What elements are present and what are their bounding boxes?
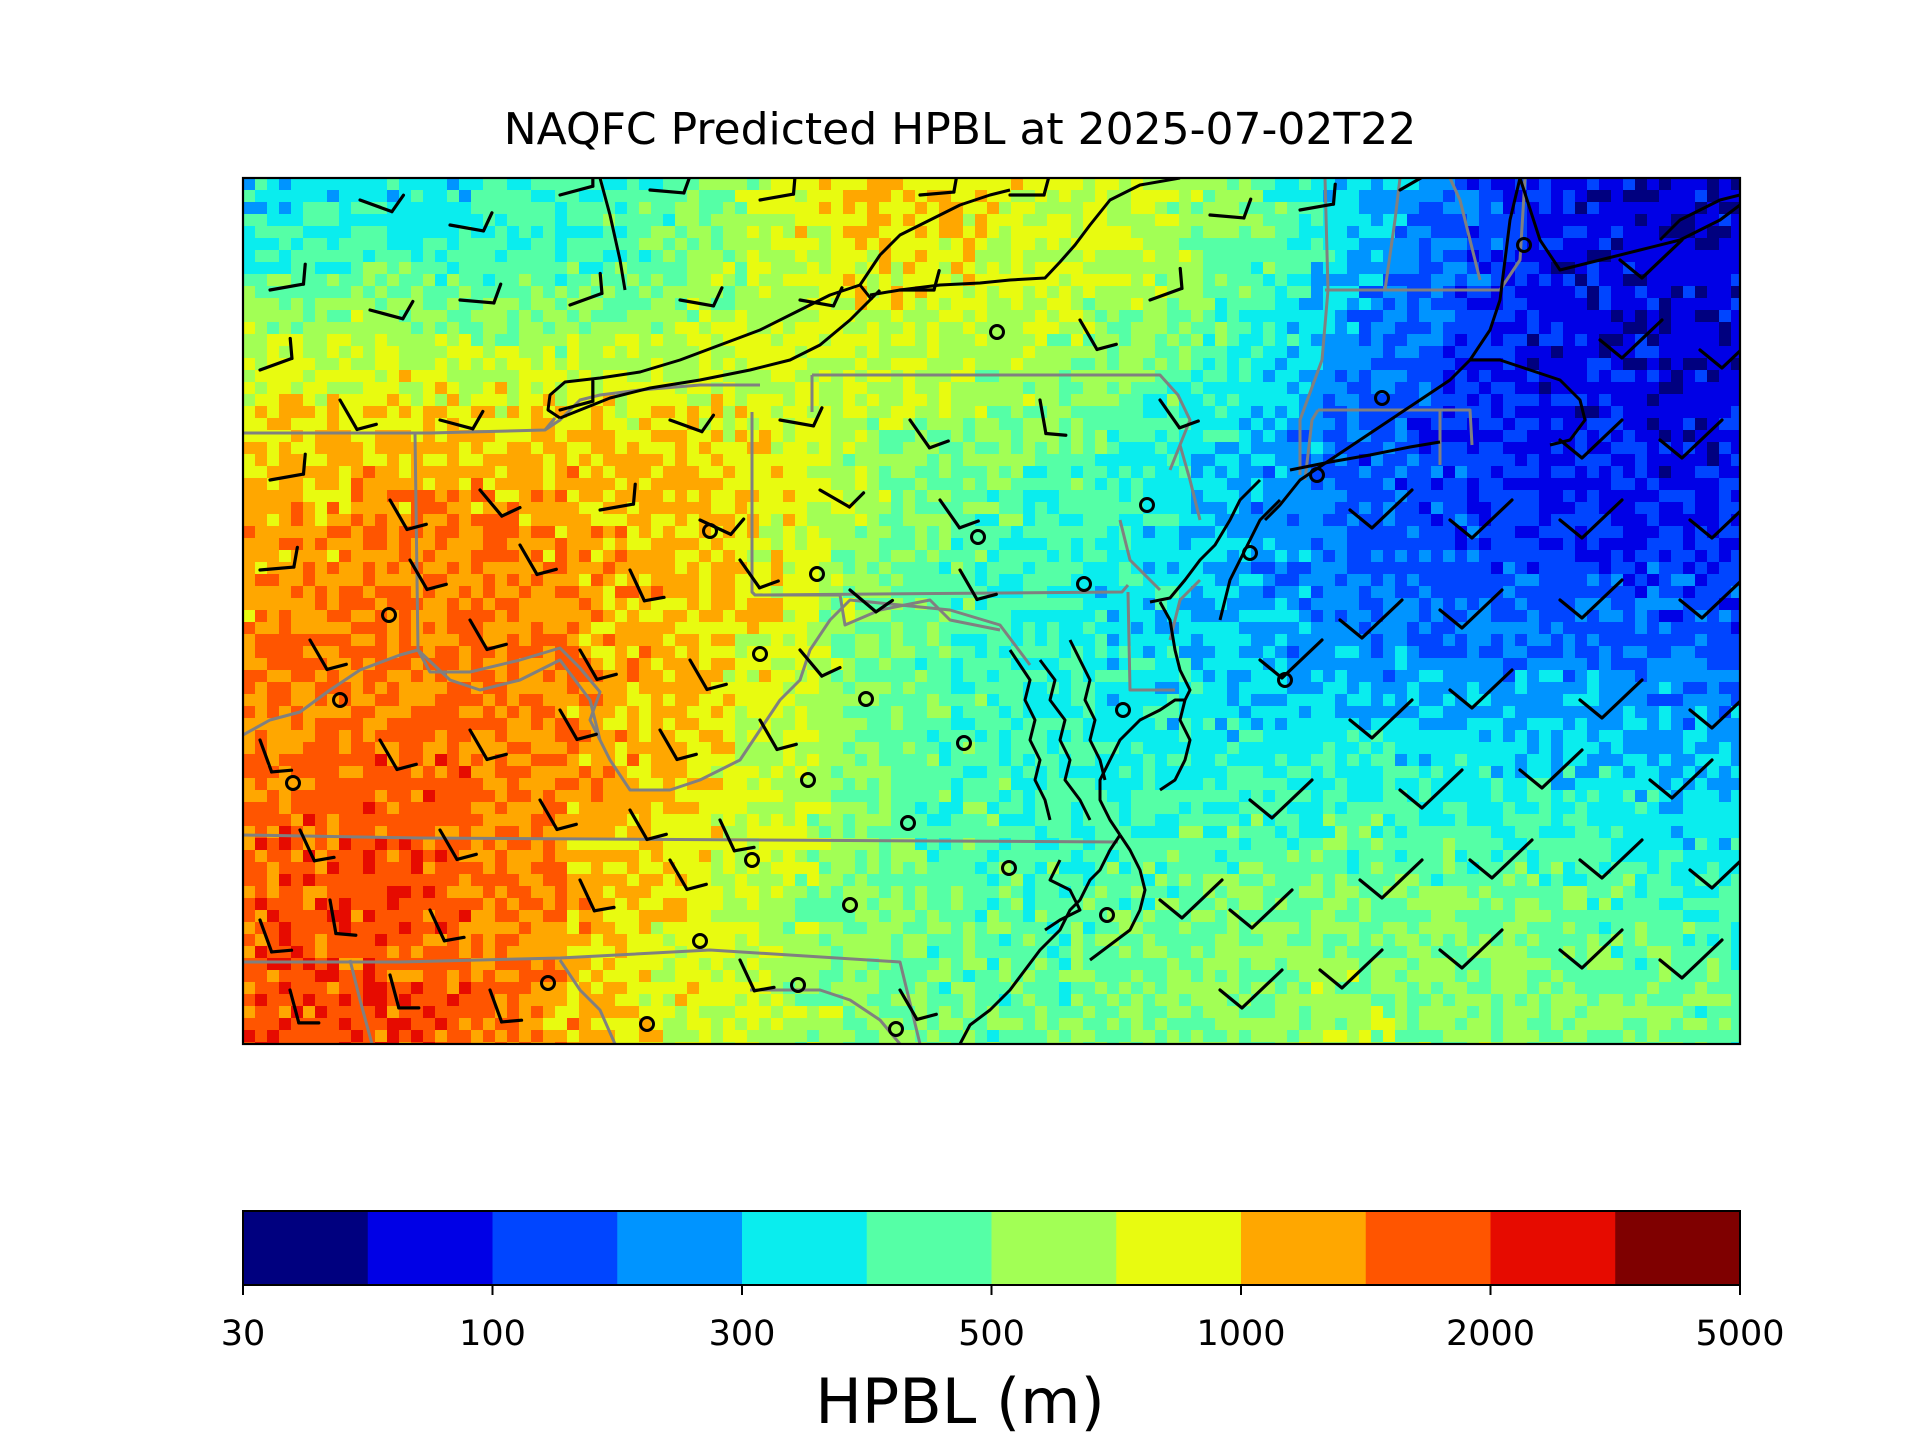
colorbar-bin [742, 1211, 868, 1285]
colorbar-bin [1615, 1211, 1741, 1285]
colorbar-tick-label: 300 [709, 1314, 776, 1354]
colorbar-tick-label: 500 [958, 1314, 1025, 1354]
station-marker [1001, 860, 1017, 876]
colorbar-bin [367, 1211, 493, 1285]
wind-barbs [258, 178, 1740, 1025]
station-marker [692, 933, 708, 949]
colorbar-bin [866, 1211, 992, 1285]
colorbar-bin [617, 1211, 743, 1285]
station-marker [790, 977, 806, 993]
colorbar-bin [1365, 1211, 1491, 1285]
colorbar-bin [1241, 1211, 1367, 1285]
colorbar-tick-label: 30 [221, 1314, 266, 1354]
station-marker [900, 815, 916, 831]
chart-title: NAQFC Predicted HPBL at 2025-07-02T22 [503, 104, 1417, 155]
map-frame [241, 176, 1742, 1046]
station-marker [1139, 497, 1155, 513]
station-marker [842, 897, 858, 913]
station-marker [858, 691, 874, 707]
colorbar-tick-label: 1000 [1196, 1314, 1285, 1354]
station-marker [809, 566, 825, 582]
station-marker [332, 692, 348, 708]
station-marker [1076, 576, 1092, 592]
colorbar-bin [492, 1211, 618, 1285]
colorbar-tick-label: 5000 [1695, 1314, 1784, 1354]
station-marker [702, 523, 718, 539]
colorbar-tick-label: 100 [459, 1314, 526, 1354]
colorbar-label: HPBL (m) [815, 1365, 1105, 1438]
station-marker [1242, 545, 1258, 561]
station-marker [989, 324, 1005, 340]
coastline [546, 178, 1740, 1044]
station-markers [285, 237, 1532, 1037]
station-marker [1516, 237, 1532, 253]
station-marker [1099, 907, 1115, 923]
station-marker [540, 975, 556, 991]
station-marker [1374, 390, 1390, 406]
colorbar-bin [991, 1211, 1117, 1285]
colorbar-tick-label: 2000 [1446, 1314, 1535, 1354]
colorbar-bin [243, 1211, 369, 1285]
station-marker [744, 852, 760, 868]
station-marker [970, 529, 986, 545]
station-marker [1309, 467, 1325, 483]
station-marker [800, 772, 816, 788]
state-borders [243, 178, 1527, 1044]
station-marker [285, 775, 301, 791]
station-marker [888, 1021, 904, 1037]
station-marker [1277, 672, 1293, 688]
colorbar-bin [1116, 1211, 1242, 1285]
station-marker [381, 607, 397, 623]
station-marker [752, 646, 768, 662]
station-marker [956, 735, 972, 751]
station-marker [1115, 702, 1131, 718]
station-marker [639, 1016, 655, 1032]
colorbar-bin [1490, 1211, 1616, 1285]
